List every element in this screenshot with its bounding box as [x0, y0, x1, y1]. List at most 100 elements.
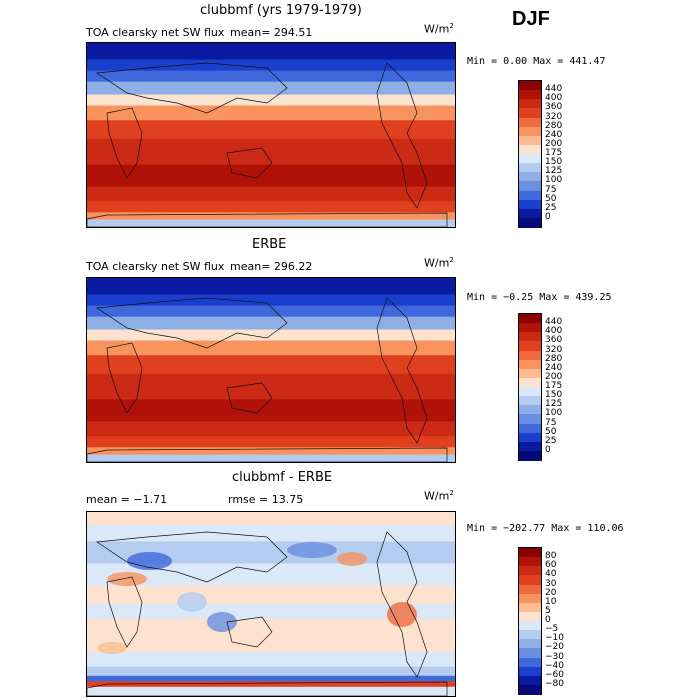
map-anomaly-patch: [97, 642, 127, 654]
colorbar-segment: [519, 359, 541, 370]
coastline: [87, 681, 448, 696]
colorbar-segment: [519, 81, 541, 91]
colorbar-label: 60: [545, 560, 557, 571]
colorbar-label: 30: [545, 578, 557, 589]
map-anomaly-patch: [337, 552, 367, 566]
colorbar-segment: [519, 621, 541, 631]
panel1-title: clubbmf (yrs 1979-1979): [200, 3, 362, 18]
colorbar-label: 5: [545, 605, 551, 616]
colorbar-segment: [519, 90, 541, 100]
colorbar-segment: [519, 657, 541, 668]
colorbar-segment: [519, 611, 541, 622]
colorbar-label: 240: [545, 362, 563, 373]
colorbar-label: 240: [545, 129, 563, 140]
colorbar-label: 100: [545, 175, 563, 186]
colorbar-label: 50: [545, 426, 557, 437]
colorbar-segment: [519, 217, 541, 228]
colorbar-segment: [519, 396, 541, 406]
map-band: [87, 686, 455, 696]
map-anomaly-patch: [287, 542, 337, 558]
colorbar-label: 0: [545, 211, 551, 222]
map-band: [87, 294, 455, 307]
map-band: [87, 59, 455, 72]
colorbar-segment: [519, 548, 541, 558]
coastline: [106, 576, 143, 648]
colorbar-label: −30: [545, 651, 564, 662]
map-band: [87, 399, 455, 423]
panel2-title: ERBE: [252, 237, 287, 252]
colorbar-segment: [519, 405, 541, 415]
colorbar-label: 125: [545, 166, 563, 177]
map-band: [87, 138, 455, 165]
colorbar-segment: [519, 144, 541, 155]
map-svg: [87, 512, 455, 696]
panel3-units: W/m2: [424, 489, 454, 503]
colorbar-label: 440: [545, 84, 563, 95]
colorbar-segment: [519, 181, 541, 191]
map-band: [87, 316, 455, 331]
colorbar-label: 25: [545, 435, 557, 446]
map-band: [87, 651, 455, 668]
map-band: [87, 278, 455, 296]
colorbar-segment: [519, 172, 541, 182]
coastline: [95, 297, 288, 349]
panel3-minmax: Min = −202.77 Max = 110.06: [467, 523, 624, 534]
panel2-mean: mean= 296.22: [230, 260, 313, 273]
map-band: [87, 373, 455, 400]
colorbar-segment: [519, 387, 541, 397]
map-band: [87, 105, 455, 121]
panel1-field: TOA clearsky net SW flux: [86, 26, 225, 39]
panel1-mean: mean= 294.51: [230, 26, 313, 39]
colorbar-segment: [519, 432, 541, 443]
map-svg: [87, 43, 455, 227]
colorbar-segment: [519, 441, 541, 452]
colorbar-label: 200: [545, 371, 563, 382]
colorbar-label: 360: [545, 102, 563, 113]
map-svg: [87, 278, 455, 462]
map-band: [87, 81, 455, 96]
colorbar-segment: [519, 314, 541, 324]
colorbar-segment: [519, 126, 541, 137]
colorbar-label: 150: [545, 390, 563, 401]
colorbar-segment: [519, 557, 541, 567]
coastline: [106, 107, 143, 179]
colorbar-label: 400: [545, 326, 563, 337]
panel3-colorbar: 80 60 40 30 20 10 5 0 −5 −10 −20 −30 −40 −60 −80: [518, 547, 564, 695]
colorbar-segment: [519, 675, 541, 686]
colorbar-label: 25: [545, 202, 557, 213]
colorbar-label: −20: [545, 642, 564, 653]
panel3-mean: mean = −1.71: [86, 493, 168, 506]
panel1-map: [86, 42, 456, 228]
colorbar-label: 280: [545, 120, 563, 131]
colorbar-label: 0: [545, 444, 551, 455]
colorbar-label: 50: [545, 193, 557, 204]
colorbar-label: 75: [545, 417, 557, 428]
colorbar-label: 0: [545, 615, 551, 625]
map-band: [87, 637, 455, 653]
panel2-minmax: Min = −0.25 Max = 439.25: [467, 292, 612, 303]
coastline: [376, 62, 428, 209]
panel1-colorbar: 440 400 360 320 280 240 200 175 150 125 100 75 50 25 0: [518, 80, 562, 228]
colorbar-segment: [519, 323, 541, 333]
colorbar-segment: [519, 99, 541, 109]
panel3-map: [86, 511, 456, 697]
map-band: [87, 604, 455, 620]
panel2-field: TOA clearsky net SW flux: [86, 260, 225, 273]
colorbar-segment: [519, 630, 541, 640]
coastline: [376, 531, 428, 678]
coastline: [376, 297, 428, 444]
colorbar-label: 125: [545, 399, 563, 410]
panel3-rmse: rmse = 13.75: [228, 493, 304, 506]
map-band: [87, 43, 455, 61]
map-band: [87, 201, 455, 213]
colorbar-segment: [519, 666, 541, 677]
coastline: [106, 342, 143, 414]
colorbar-segment: [519, 208, 541, 219]
colorbar-segment: [519, 199, 541, 210]
colorbar-segment: [519, 639, 541, 649]
colorbar-label: 320: [545, 344, 563, 355]
colorbar-label: 75: [545, 184, 557, 195]
colorbar-label: 360: [545, 335, 563, 346]
colorbar-label: 40: [545, 569, 557, 580]
colorbar-label: 280: [545, 353, 563, 364]
